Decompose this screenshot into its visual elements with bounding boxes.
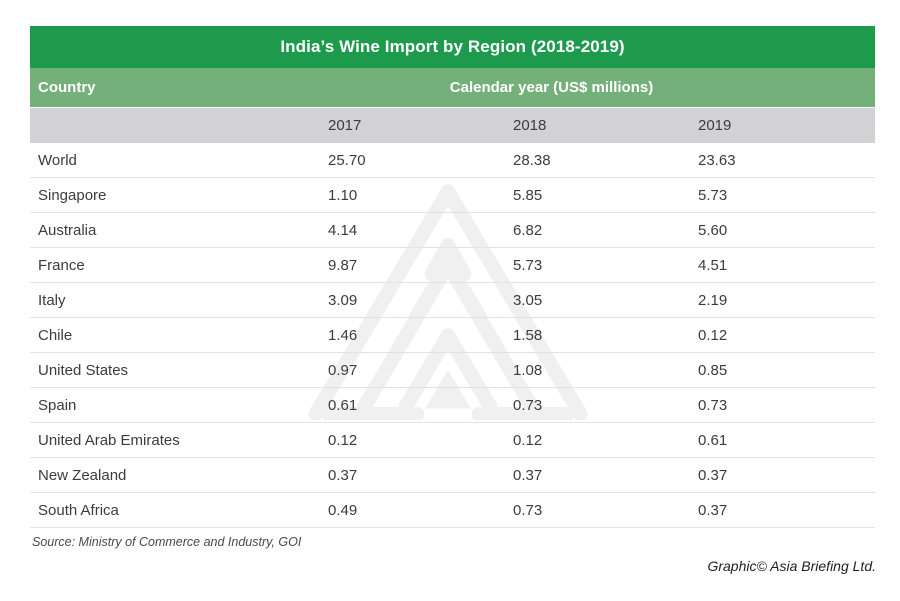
value-2019-cell: 0.85 [698, 361, 728, 379]
value-2017-cell: 4.14 [328, 221, 358, 239]
table-body: World 25.70 28.38 23.63 Singapore 1.10 5… [30, 143, 875, 528]
wine-import-table: India’s Wine Import by Region (2018-2019… [30, 26, 875, 528]
table-title-bar: India’s Wine Import by Region (2018-2019… [30, 26, 875, 68]
table-row: World 25.70 28.38 23.63 [30, 143, 875, 178]
value-2019-cell: 5.60 [698, 221, 728, 239]
value-2018-cell: 0.12 [513, 431, 543, 449]
table-row: Chile 1.46 1.58 0.12 [30, 318, 875, 353]
table-row: Italy 3.09 3.05 2.19 [30, 283, 875, 318]
value-2018-cell: 1.58 [513, 326, 543, 344]
country-cell: Spain [38, 396, 77, 414]
country-cell: New Zealand [38, 466, 127, 484]
asia-briefing-watermark-icon [308, 184, 588, 420]
table-row: United States 0.97 1.08 0.85 [30, 353, 875, 388]
year-2019-header: 2019 [698, 117, 732, 134]
value-2017-cell: 25.70 [328, 151, 366, 169]
country-cell: United Arab Emirates [38, 431, 180, 449]
value-2019-cell: 5.73 [698, 186, 728, 204]
value-2019-cell: 4.51 [698, 256, 728, 274]
value-2019-cell: 0.73 [698, 396, 728, 414]
table-row: New Zealand 0.37 0.37 0.37 [30, 458, 875, 493]
column-group-header: Country Calendar year (US$ millions) [30, 68, 875, 107]
table-row: Spain 0.61 0.73 0.73 [30, 388, 875, 423]
value-2018-cell: 3.05 [513, 291, 543, 309]
value-2018-cell: 0.73 [513, 501, 543, 519]
country-cell: United States [38, 361, 129, 379]
value-2018-cell: 0.37 [513, 466, 543, 484]
value-2017-cell: 1.10 [328, 186, 358, 204]
country-cell: France [38, 256, 85, 274]
table-row: United Arab Emirates 0.12 0.12 0.61 [30, 423, 875, 458]
table-title: India’s Wine Import by Region (2018-2019… [280, 37, 625, 56]
value-2018-cell: 1.08 [513, 361, 543, 379]
table-row: France 9.87 5.73 4.51 [30, 248, 875, 283]
value-2017-cell: 1.46 [328, 326, 358, 344]
value-2019-cell: 2.19 [698, 291, 728, 309]
value-2019-cell: 0.12 [698, 326, 728, 344]
value-2018-cell: 28.38 [513, 151, 551, 169]
value-2019-cell: 0.37 [698, 501, 728, 519]
value-2018-cell: 5.73 [513, 256, 543, 274]
table-row: South Africa 0.49 0.73 0.37 [30, 493, 875, 528]
country-cell: South Africa [38, 501, 119, 519]
year-2017-header: 2017 [328, 117, 362, 134]
value-2017-cell: 0.12 [328, 431, 358, 449]
value-2018-cell: 0.73 [513, 396, 543, 414]
value-2017-cell: 0.37 [328, 466, 358, 484]
country-cell: Australia [38, 221, 97, 239]
year-header-row: 2017 2018 2019 [30, 108, 875, 143]
country-cell: Singapore [38, 186, 107, 204]
value-2018-cell: 6.82 [513, 221, 543, 239]
value-2018-cell: 5.85 [513, 186, 543, 204]
graphic-credit: Graphic© Asia Briefing Ltd. [707, 558, 876, 574]
country-cell: Italy [38, 291, 66, 309]
country-cell: World [38, 151, 77, 169]
calendar-year-header: Calendar year (US$ millions) [449, 79, 654, 96]
source-note: Source: Ministry of Commerce and Industr… [32, 535, 302, 549]
country-header: Country [38, 79, 96, 96]
value-2019-cell: 23.63 [698, 151, 736, 169]
value-2019-cell: 0.37 [698, 466, 728, 484]
value-2019-cell: 0.61 [698, 431, 728, 449]
value-2017-cell: 0.97 [328, 361, 358, 379]
value-2017-cell: 3.09 [328, 291, 358, 309]
country-cell: Chile [38, 326, 73, 344]
table-row: Singapore 1.10 5.85 5.73 [30, 178, 875, 213]
value-2017-cell: 0.61 [328, 396, 358, 414]
table-row: Australia 4.14 6.82 5.60 [30, 213, 875, 248]
value-2017-cell: 0.49 [328, 501, 358, 519]
value-2017-cell: 9.87 [328, 256, 358, 274]
year-2018-header: 2018 [513, 117, 547, 134]
